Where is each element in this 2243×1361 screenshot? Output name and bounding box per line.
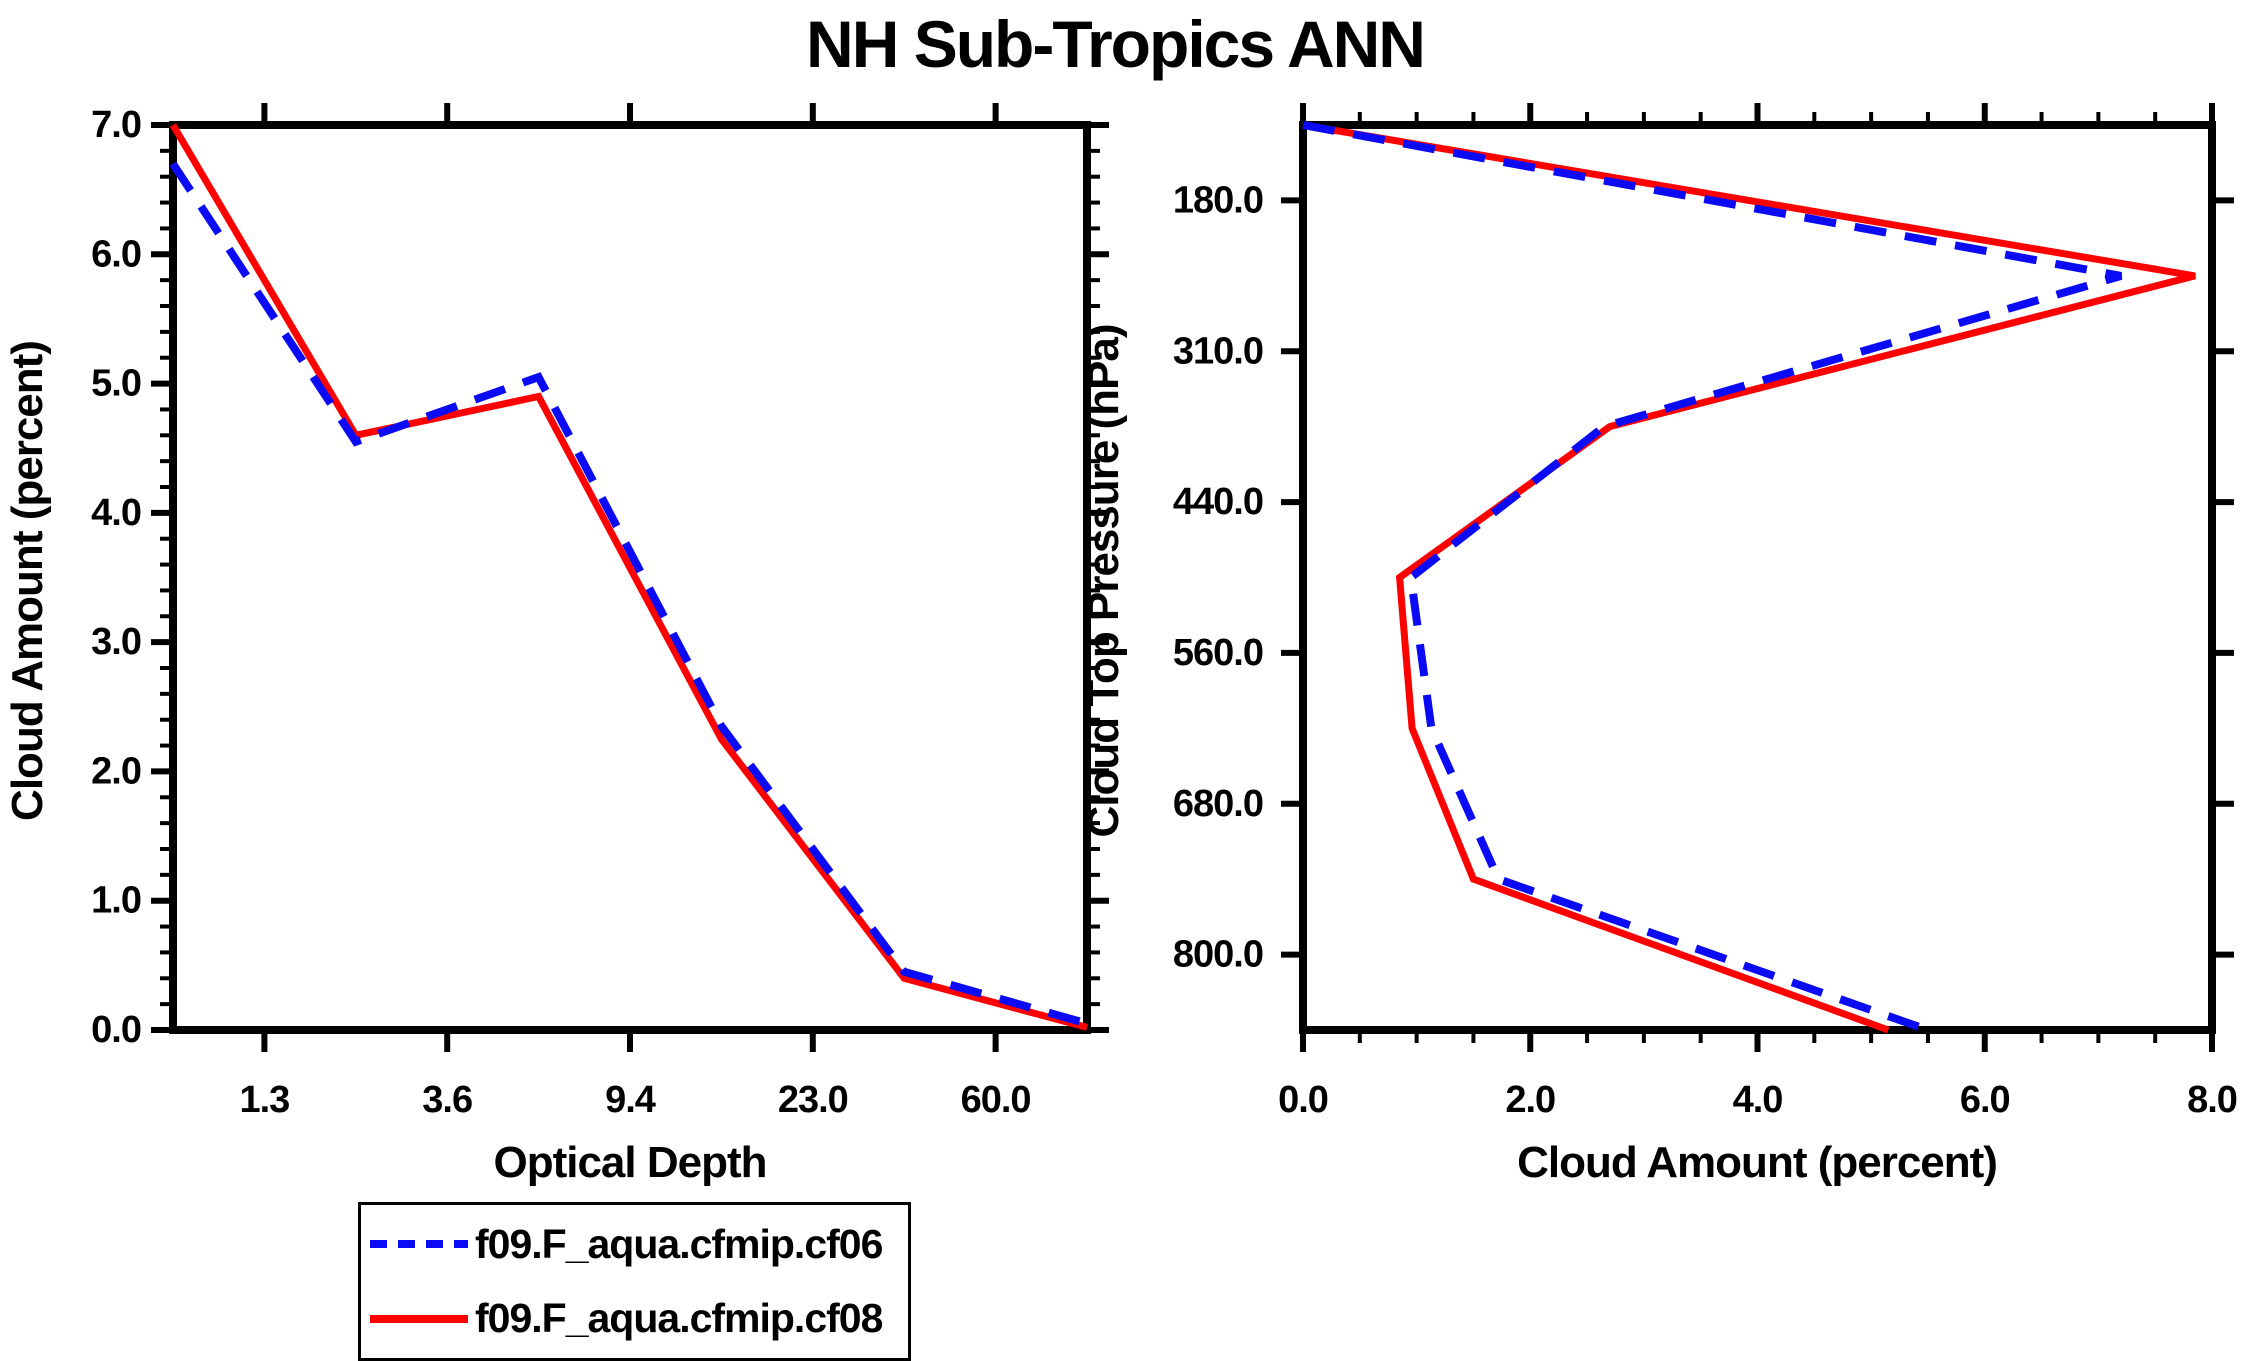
- y-tick-label: 180.0: [1173, 179, 1263, 221]
- y-tick-label: 800.0: [1173, 934, 1263, 976]
- y-tick-label: 7.0: [91, 104, 141, 146]
- axes-box: [169, 121, 1091, 1034]
- x-tick-label: 2.0: [1505, 1079, 1555, 1121]
- y-tick-label: 440.0: [1173, 481, 1263, 523]
- y-tick-label: 560.0: [1173, 632, 1263, 674]
- x-tick-label: 6.0: [1960, 1079, 2010, 1121]
- y-tick-label: 5.0: [91, 363, 141, 405]
- right-panel-x-axis-title: Cloud Amount (percent): [1517, 1138, 1998, 1187]
- right-panel-y-axis-title: Cloud Top Pressure (hPa): [1079, 324, 1128, 838]
- left-panel-x-axis-title: Optical Depth: [493, 1138, 767, 1187]
- optical-depth-panel: 0.0 1.0 2.0 3.0 4.0 5.0 6.0 7.0 1.3 3.6 9.4 23.0 60.…: [91, 103, 1109, 1121]
- x-tick-label: 1.3: [239, 1079, 289, 1121]
- legend-item-cf06: f09.F_aqua.cfmip.cf06: [367, 1212, 908, 1276]
- figure-title: NH Sub-Tropics ANN: [806, 7, 1426, 81]
- cloud-top-pressure-panel: 0.0 2.0 4.0 6.0 8.0 180.0 310.0 440.0 560.0 680.0…: [1173, 103, 2238, 1121]
- x-tick-label: 9.4: [605, 1079, 656, 1121]
- x-tick-label: 3.6: [422, 1079, 472, 1121]
- y-tick-label: 6.0: [91, 233, 141, 275]
- axes-box: [1299, 121, 2216, 1034]
- x-tick-label: 8.0: [2187, 1079, 2237, 1121]
- y-tick-label: 0.0: [91, 1009, 141, 1051]
- legend: f09.F_aqua.cfmip.cf06 f09.F_aqua.cfmip.c…: [358, 1202, 911, 1361]
- x-tick-label: 4.0: [1733, 1079, 1783, 1121]
- legend-line-sample-solid: [370, 1314, 468, 1323]
- legend-label-cf06: f09.F_aqua.cfmip.cf06: [475, 1220, 883, 1267]
- x-tick-label: 23.0: [778, 1079, 848, 1121]
- y-tick-label: 680.0: [1173, 783, 1263, 825]
- legend-line-sample-dashed: [370, 1240, 468, 1249]
- series-line-cf08: [1302, 121, 2196, 1034]
- series-line-cf08: [169, 123, 1088, 1031]
- series-line-cf06: [169, 161, 1089, 1028]
- series-line-cf06: [1302, 121, 2123, 1034]
- legend-label-cf08: f09.F_aqua.cfmip.cf08: [475, 1295, 883, 1342]
- y-tick-label: 3.0: [91, 621, 141, 663]
- y-tick-label: 4.0: [91, 492, 141, 534]
- left-panel-y-axis-title: Cloud Amount (percent): [3, 341, 52, 821]
- y-tick-label: 310.0: [1173, 330, 1263, 372]
- x-tick-label: 60.0: [961, 1079, 1031, 1121]
- x-tick-label: 0.0: [1278, 1079, 1328, 1121]
- y-tick-label: 1.0: [91, 880, 141, 922]
- y-tick-label: 2.0: [91, 750, 141, 792]
- legend-item-cf08: f09.F_aqua.cfmip.cf08: [367, 1287, 908, 1351]
